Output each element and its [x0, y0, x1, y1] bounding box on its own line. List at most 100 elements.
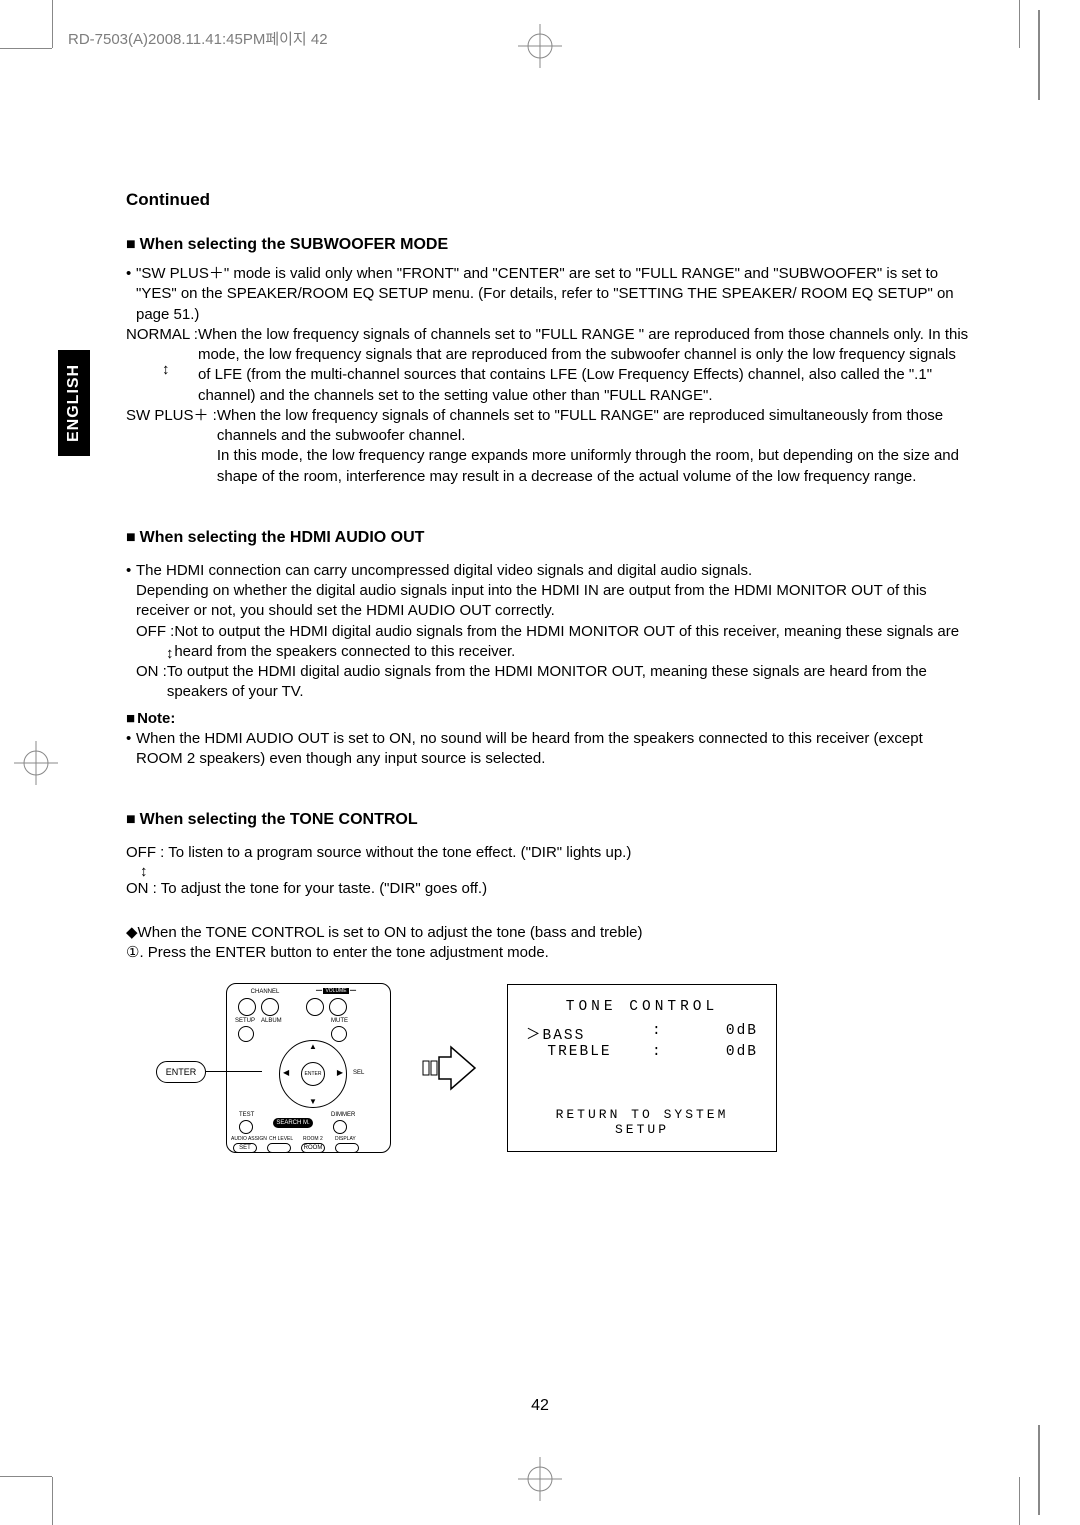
square-bullet-icon: ■: [126, 811, 136, 829]
registration-mark-icon: [518, 24, 562, 68]
bullet-icon: •: [126, 729, 136, 770]
body-text: When the TONE CONTROL is set to ON to ad…: [138, 924, 643, 941]
body-text: ON : To adjust the tone for your taste. …: [126, 879, 970, 899]
remote-label: SEARCH M.: [273, 1118, 313, 1128]
enter-button-callout: ENTER: [156, 1061, 206, 1083]
osd-row-label: ＞BASS: [526, 1023, 626, 1044]
remote-label: TEST: [239, 1112, 254, 1118]
osd-row-value: 0dB: [698, 1023, 758, 1044]
body-text: . Press the ENTER button to enter the to…: [139, 944, 548, 961]
square-bullet-icon: ■: [126, 529, 136, 547]
remote-label: DISPLAY: [335, 1136, 356, 1142]
remote-panel-illustration: CHANNEL ━━ VOLUME ━━ SETUP ALBUM MUTE EN…: [226, 983, 391, 1153]
remote-button-icon: [238, 1026, 254, 1042]
remote-label: ROOM 2: [303, 1136, 323, 1142]
remote-label: CH LEVEL: [269, 1136, 293, 1142]
updown-arrow-icon: ↕: [162, 362, 170, 377]
body-text: "SW PLUS＋" mode is valid only when "FRON…: [136, 264, 970, 325]
body-text: Not to output the HDMI digital audio sig…: [174, 622, 970, 663]
section-heading-subwoofer: ■When selecting the SUBWOOFER MODE: [126, 236, 970, 254]
section-heading-hdmi: ■When selecting the HDMI AUDIO OUT: [126, 529, 970, 547]
square-bullet-icon: ■: [126, 710, 135, 727]
crop-mark: [0, 48, 52, 49]
section-body-tone: OFF : To listen to a program source with…: [126, 843, 970, 963]
crop-mark: [0, 1476, 52, 1477]
updown-arrow-icon: ↕: [166, 646, 174, 661]
down-triangle-icon: ▼: [309, 1097, 317, 1106]
osd-row-value: 0dB: [698, 1044, 758, 1060]
body-text: When the low frequency signals of channe…: [217, 406, 970, 447]
remote-label: DIMMER: [331, 1112, 355, 1118]
step-line: ①. Press the ENTER button to enter the t…: [126, 943, 970, 963]
section-heading-tone: ■When selecting the TONE CONTROL: [126, 811, 970, 829]
section-body-subwoofer: • "SW PLUS＋" mode is valid only when "FR…: [126, 264, 970, 487]
def-label: SW PLUS＋ :: [126, 406, 217, 487]
remote-label: CHANNEL: [245, 989, 285, 995]
note-heading: ■Note:: [126, 709, 970, 729]
heading-continued: Continued: [126, 190, 970, 210]
crop-mark: [1019, 0, 1020, 48]
remote-button-icon: [239, 1120, 253, 1134]
section-title: When selecting the HDMI AUDIO OUT: [140, 529, 425, 546]
registration-mark-icon: [518, 1457, 562, 1501]
remote-button-icon: [238, 998, 256, 1016]
right-triangle-icon: ▶: [337, 1068, 343, 1077]
up-triangle-icon: ▲: [309, 1042, 317, 1051]
registration-mark-icon: [14, 741, 58, 785]
osd-row-colon: :: [652, 1044, 672, 1060]
volume-label: VOLUME: [323, 988, 348, 994]
osd-footer: RETURN TO SYSTEM SETUP: [526, 1107, 758, 1137]
language-tab: ENGLISH: [58, 350, 90, 456]
remote-label: SETUP: [235, 1018, 255, 1024]
crop-mark: [52, 1477, 53, 1525]
remote-label: MUTE: [331, 1018, 348, 1024]
updown-arrow-icon: ↕: [126, 864, 970, 879]
note-label: Note:: [137, 710, 175, 727]
def-label: ON :: [136, 662, 167, 703]
enter-label: ENTER: [166, 1067, 197, 1077]
remote-label: AUDIO ASSIGN: [231, 1136, 267, 1142]
section-body-hdmi: • The HDMI connection can carry uncompre…: [126, 561, 970, 770]
page-number: 42: [531, 1397, 549, 1415]
remote-button-icon: [329, 998, 347, 1016]
crop-mark: [1019, 1477, 1020, 1525]
body-text: When the HDMI AUDIO OUT is set to ON, no…: [136, 729, 970, 770]
osd-title: TONE CONTROL: [526, 999, 758, 1015]
remote-label: ROOM: [301, 1143, 325, 1153]
remote-label: SET: [233, 1143, 257, 1153]
remote-label: ALBUM: [261, 1018, 282, 1024]
body-text: To output the HDMI digital audio signals…: [167, 662, 970, 703]
bullet-icon: •: [126, 264, 136, 325]
section-title: When selecting the TONE CONTROL: [140, 811, 418, 828]
bullet-icon: •: [126, 561, 136, 622]
body-text: Depending on whether the digital audio s…: [136, 581, 970, 622]
osd-display: TONE CONTROL ＞BASS : 0dB TREBLE : 0dB RE…: [507, 984, 777, 1152]
remote-button-icon: [333, 1120, 347, 1134]
body-text: OFF : To listen to a program source with…: [126, 843, 970, 863]
osd-rows: ＞BASS : 0dB TREBLE : 0dB: [526, 1023, 758, 1060]
left-triangle-icon: ◀: [283, 1068, 289, 1077]
arrow-right-icon: [421, 1043, 477, 1093]
body-text: In this mode, the low frequency range ex…: [217, 446, 970, 487]
remote-label: ━━ VOLUME ━━: [301, 988, 371, 996]
remote-button-icon: [261, 998, 279, 1016]
crop-mark: [1038, 10, 1040, 100]
crop-mark: [52, 0, 53, 48]
dpad-icon: ENTER ▲ ▼ ◀ ▶: [279, 1040, 347, 1108]
crop-mark: [1038, 1425, 1040, 1515]
body-text: When the low frequency signals of channe…: [198, 325, 970, 406]
osd-row: ＞BASS : 0dB: [526, 1023, 758, 1044]
section-title: When selecting the SUBWOOFER MODE: [140, 236, 448, 253]
remote-button-icon: [267, 1143, 291, 1153]
sub-heading: ◆When the TONE CONTROL is set to ON to a…: [126, 923, 970, 943]
square-bullet-icon: ■: [126, 236, 136, 254]
body-text: The HDMI connection can carry uncompress…: [136, 561, 970, 581]
remote-button-icon: [335, 1143, 359, 1153]
osd-row-label: TREBLE: [526, 1044, 626, 1060]
remote-button-icon: [306, 998, 324, 1016]
osd-row: TREBLE : 0dB: [526, 1044, 758, 1060]
print-header: RD-7503(A)2008.11.41:45PM페이지 42: [68, 28, 328, 49]
figure-tone-control: ENTER CHANNEL ━━ VOLUME ━━ SETUP ALBUM M…: [126, 983, 970, 1153]
remote-label: SEL: [353, 1070, 364, 1076]
page-content: Continued ■When selecting the SUBWOOFER …: [126, 190, 970, 1153]
